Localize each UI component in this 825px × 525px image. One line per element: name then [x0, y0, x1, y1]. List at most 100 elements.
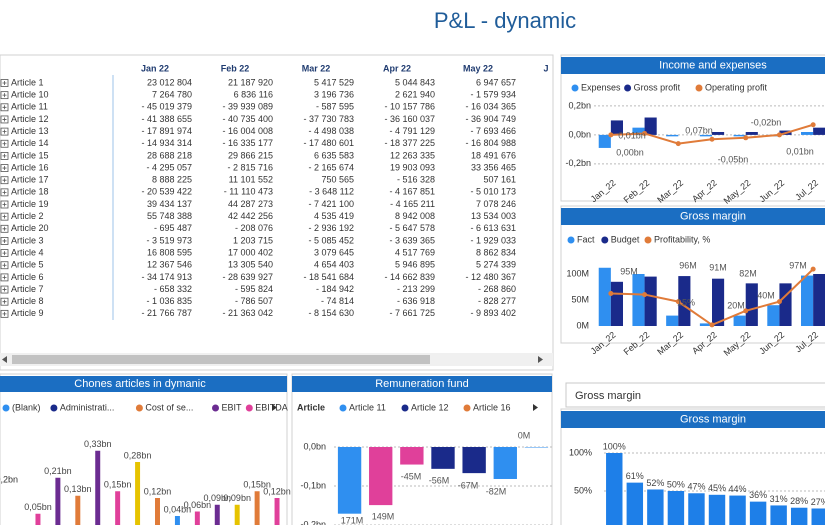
y-tick-label: -0,2bn [565, 158, 591, 168]
data-label: 0,12bn [144, 486, 172, 496]
data-label: 0,09bn [204, 493, 232, 503]
bar [733, 134, 746, 137]
panel-title: Remuneration fund [375, 378, 469, 390]
cell: - 595 824 [235, 284, 273, 294]
line-point [608, 132, 614, 138]
cell: 18 491 676 [471, 150, 516, 160]
expand-plus [2, 275, 7, 280]
cell: 5 044 843 [395, 77, 435, 87]
cell: - 9 893 402 [470, 308, 516, 318]
bar [493, 447, 517, 479]
cell: - 10 157 786 [384, 102, 435, 112]
cell: - 20 539 422 [141, 187, 192, 197]
panel [0, 373, 288, 525]
line-point [743, 308, 749, 314]
bar [813, 274, 825, 326]
bar [678, 276, 691, 326]
cell: 7 264 780 [152, 90, 192, 100]
bar [801, 132, 814, 135]
bar [745, 283, 758, 326]
cell: - 7 693 466 [470, 126, 516, 136]
cell: - 828 277 [478, 296, 516, 306]
column-header: Apr 22 [383, 63, 411, 73]
legend-scroll[interactable] [272, 404, 277, 411]
annotation: 171M [341, 515, 364, 525]
bar [745, 132, 758, 135]
annotation: 0,01bn [618, 130, 646, 140]
line-point [608, 291, 614, 296]
bar [699, 134, 712, 137]
bar [606, 453, 623, 525]
cell: 17 000 402 [228, 247, 273, 257]
annotation: -0,05bn [718, 154, 749, 164]
cell: 5 417 529 [314, 77, 354, 87]
cell: - 28 639 927 [222, 272, 273, 282]
cell: - 3 519 973 [146, 235, 192, 245]
cell: - 695 487 [154, 223, 192, 233]
cell: - 39 939 089 [222, 102, 273, 112]
y-tick-label: 0,2bn [0, 474, 18, 484]
cell: 3 196 736 [314, 90, 354, 100]
panel-title: Gross margin [680, 210, 746, 222]
cell: - 21 766 787 [141, 308, 192, 318]
cell: - 4 498 038 [308, 126, 354, 136]
row-label: Article 19 [11, 199, 49, 209]
panel-header [561, 411, 825, 428]
scroll-thumb[interactable] [12, 355, 430, 364]
bar [667, 491, 685, 525]
scroll-arrow[interactable] [2, 356, 7, 363]
cell: - 1 579 934 [470, 90, 516, 100]
expand-plus [2, 129, 7, 134]
cell: 28 688 218 [147, 150, 192, 160]
cell: 12 367 546 [147, 260, 192, 270]
scroll-arrow[interactable] [538, 356, 543, 363]
cell: - 5 085 452 [308, 235, 354, 245]
y-tick-label: 50% [574, 485, 592, 495]
bar [462, 447, 486, 474]
cell: 13 305 540 [228, 260, 273, 270]
bar [632, 274, 645, 326]
cell: 39 434 137 [147, 199, 192, 209]
bar [598, 267, 611, 326]
expand-plus [2, 93, 7, 98]
slicer[interactable] [565, 382, 825, 408]
expand-plus [2, 141, 7, 146]
column-header: May 22 [463, 63, 493, 73]
bar [274, 498, 280, 525]
cell: 13 534 003 [471, 211, 516, 221]
cell: 1 203 715 [233, 235, 273, 245]
legend-dot [401, 404, 409, 412]
row-label: Article 11 [11, 102, 48, 112]
legend-label: Administrati... [60, 402, 115, 412]
legend-dot [245, 404, 253, 412]
cell: - 12 480 367 [465, 272, 516, 282]
cell: - 2 165 674 [308, 162, 354, 172]
cell: 5 946 895 [395, 260, 435, 270]
expand-plus [2, 190, 7, 195]
legend-dot [571, 84, 579, 92]
line-point [810, 266, 816, 272]
cell: - 184 942 [316, 284, 354, 294]
cell: 29 866 215 [228, 150, 273, 160]
bar [811, 508, 825, 525]
bar [712, 278, 725, 326]
cell: 42 442 256 [228, 211, 273, 221]
column-header: Jan 22 [141, 63, 169, 73]
cell: - 16 804 988 [465, 138, 516, 148]
legend-scroll[interactable] [533, 404, 538, 411]
legend-label: Article 11 [349, 402, 386, 412]
legend-dot [339, 404, 347, 412]
cell: - 6 613 631 [470, 223, 516, 233]
expand-plus [2, 263, 7, 268]
bar [767, 305, 780, 326]
cell: 4 654 403 [314, 260, 354, 270]
cell: - 18 541 684 [303, 272, 354, 282]
expand-plus [2, 202, 7, 207]
line-point [642, 130, 648, 136]
slicer-value[interactable]: Gross margin [575, 390, 641, 402]
legend-label: Cost of se... [145, 402, 193, 412]
cell: - 14 934 314 [141, 138, 192, 148]
line-point [810, 122, 816, 128]
